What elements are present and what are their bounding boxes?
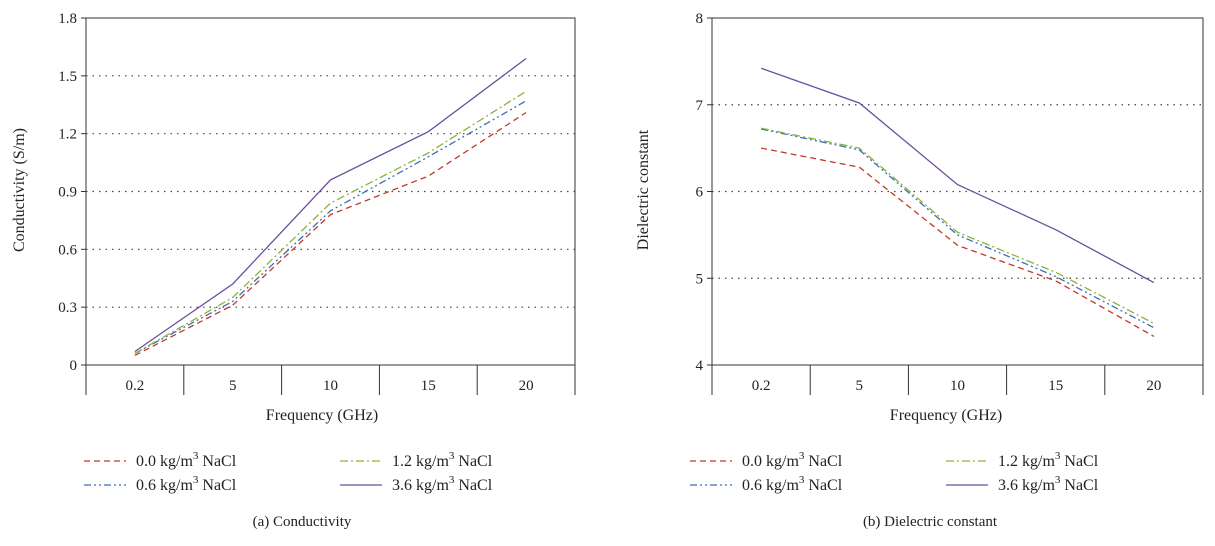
dielectric-y-tick-label: 6 — [696, 185, 704, 201]
conductivity-y-tick-label: 0 — [70, 358, 78, 374]
dielectric-y-tick-label: 5 — [696, 271, 704, 287]
dielectric-y-axis-label: Dielectric constant — [635, 129, 652, 250]
conductivity-series-line-3 — [134, 57, 527, 353]
dielectric-legend-label: 0.0 kg/m3 NaCl — [742, 450, 843, 470]
conductivity-series-line-0 — [134, 111, 527, 356]
dielectric-series-line-1 — [760, 128, 1155, 329]
conductivity-y-tick-label: 1.5 — [58, 69, 77, 85]
dielectric-legend-label: 1.2 kg/m3 NaCl — [998, 450, 1099, 470]
dielectric-y-tick-label: 8 — [696, 11, 704, 27]
conductivity-plot-area — [85, 17, 576, 366]
conductivity-legend-label: 3.6 kg/m3 NaCl — [392, 474, 493, 494]
dielectric-legend: 0.0 kg/m3 NaCl 1.2 kg/m3 NaCl 0.6 kg/m3 Na… — [690, 450, 1099, 494]
conductivity-y-tick-label: 0.9 — [58, 185, 77, 201]
dielectric-x-tick-label: 5 — [856, 378, 864, 394]
dielectric-chart: Dielectric constant Frequency (GHz) 0.0 … — [635, 11, 1204, 530]
conductivity-series-line-1 — [134, 100, 527, 354]
conductivity-x-tick-label: 10 — [323, 378, 338, 394]
dielectric-caption: (b) Dielectric constant — [863, 514, 998, 530]
dielectric-y-tick-label: 4 — [696, 358, 704, 374]
conductivity-x-tick-label: 15 — [421, 378, 436, 394]
conductivity-y-tick-label: 1.8 — [58, 11, 77, 27]
conductivity-x-tick-label: 0.2 — [126, 378, 145, 394]
dielectric-x-axis-label: Frequency (GHz) — [890, 407, 1002, 424]
conductivity-y-tick-label: 1.2 — [58, 127, 77, 143]
dielectric-series-line-0 — [760, 147, 1155, 337]
dielectric-y-tick-label: 7 — [696, 98, 704, 114]
conductivity-caption: (a) Conductivity — [253, 514, 352, 530]
conductivity-x-tick-label: 20 — [519, 378, 534, 394]
conductivity-y-tick-label: 0.3 — [58, 300, 77, 316]
dielectric-x-tick-label: 20 — [1146, 378, 1161, 394]
conductivity-x-axis-label: Frequency (GHz) — [266, 407, 378, 424]
conductivity-legend: 0.0 kg/m3 NaCl 1.2 kg/m3 NaCl 0.6 kg/m3 Na… — [84, 450, 493, 494]
dielectric-x-tick-label: 0.2 — [752, 378, 771, 394]
dielectric-legend-label: 3.6 kg/m3 NaCl — [998, 474, 1099, 494]
dielectric-series-line-2 — [760, 127, 1155, 324]
conductivity-legend-label: 1.2 kg/m3 NaCl — [392, 450, 493, 470]
conductivity-series-line-2 — [134, 90, 527, 354]
conductivity-y-tick-label: 0.6 — [58, 242, 77, 258]
conductivity-legend-label: 0.0 kg/m3 NaCl — [136, 450, 237, 470]
dielectric-series-line-3 — [760, 67, 1155, 284]
dielectric-legend-label: 0.6 kg/m3 NaCl — [742, 474, 843, 494]
conductivity-chart: Conductivity (S/m) Frequency (GHz) 0.0 k… — [11, 11, 576, 530]
dielectric-x-tick-label: 15 — [1048, 378, 1063, 394]
conductivity-x-tick-label: 5 — [229, 378, 237, 394]
conductivity-legend-label: 0.6 kg/m3 NaCl — [136, 474, 237, 494]
dielectric-x-tick-label: 10 — [950, 378, 965, 394]
conductivity-y-axis-label: Conductivity (S/m) — [11, 128, 28, 252]
